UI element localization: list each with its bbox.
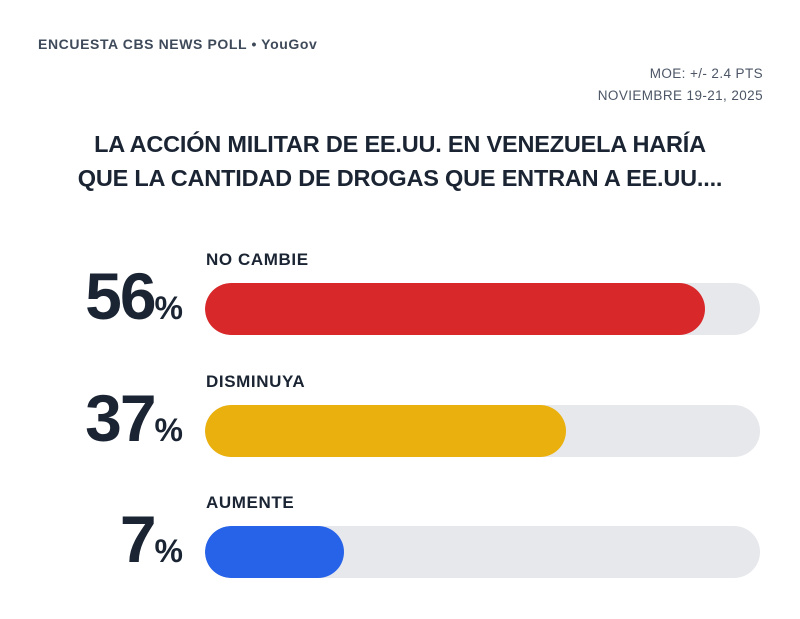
percent-number: 37	[85, 381, 156, 455]
poll-meta: MOE: +/- 2.4 PTS NOVIEMBRE 19-21, 2025	[598, 63, 763, 107]
chart-title-line2: QUE LA CANTIDAD DE DROGAS QUE ENTRAN A E…	[77, 165, 723, 191]
percent-sign: %	[154, 412, 183, 448]
bar-track	[205, 526, 760, 578]
bar-label: DISMINUYA	[206, 372, 306, 391]
bar-track	[205, 405, 760, 457]
bar-label: NO CAMBIE	[206, 250, 309, 269]
percent-number: 7	[119, 502, 157, 576]
percent-value: 56%	[0, 258, 183, 334]
bar-label: AUMENTE	[206, 493, 295, 512]
bar-fill	[205, 283, 705, 335]
percent-value: 37%	[0, 380, 183, 456]
field-dates-label: NOVIEMBRE 19-21, 2025	[597, 88, 763, 103]
percent-sign: %	[154, 533, 183, 569]
poll-brand-label: ENCUESTA CBS NEWS POLL • YouGov	[38, 36, 318, 52]
bar-track	[205, 283, 760, 335]
percent-number: 56	[85, 259, 156, 333]
percent-sign: %	[154, 290, 183, 326]
bar-fill	[205, 526, 344, 578]
bar-row-disminuya: 37% DISMINUYA	[0, 372, 800, 468]
percent-value: 7%	[0, 501, 183, 577]
bar-fill	[205, 405, 566, 457]
chart-title: LA ACCIÓN MILITAR DE EE.UU. EN VENEZUELA…	[0, 127, 800, 195]
bar-row-no-cambie: 56% NO CAMBIE	[0, 250, 800, 346]
margin-of-error-label: MOE: +/- 2.4 PTS	[649, 66, 763, 81]
chart-title-line1: LA ACCIÓN MILITAR DE EE.UU. EN VENEZUELA…	[94, 131, 706, 157]
bar-row-aumente: 7% AUMENTE	[0, 493, 800, 589]
